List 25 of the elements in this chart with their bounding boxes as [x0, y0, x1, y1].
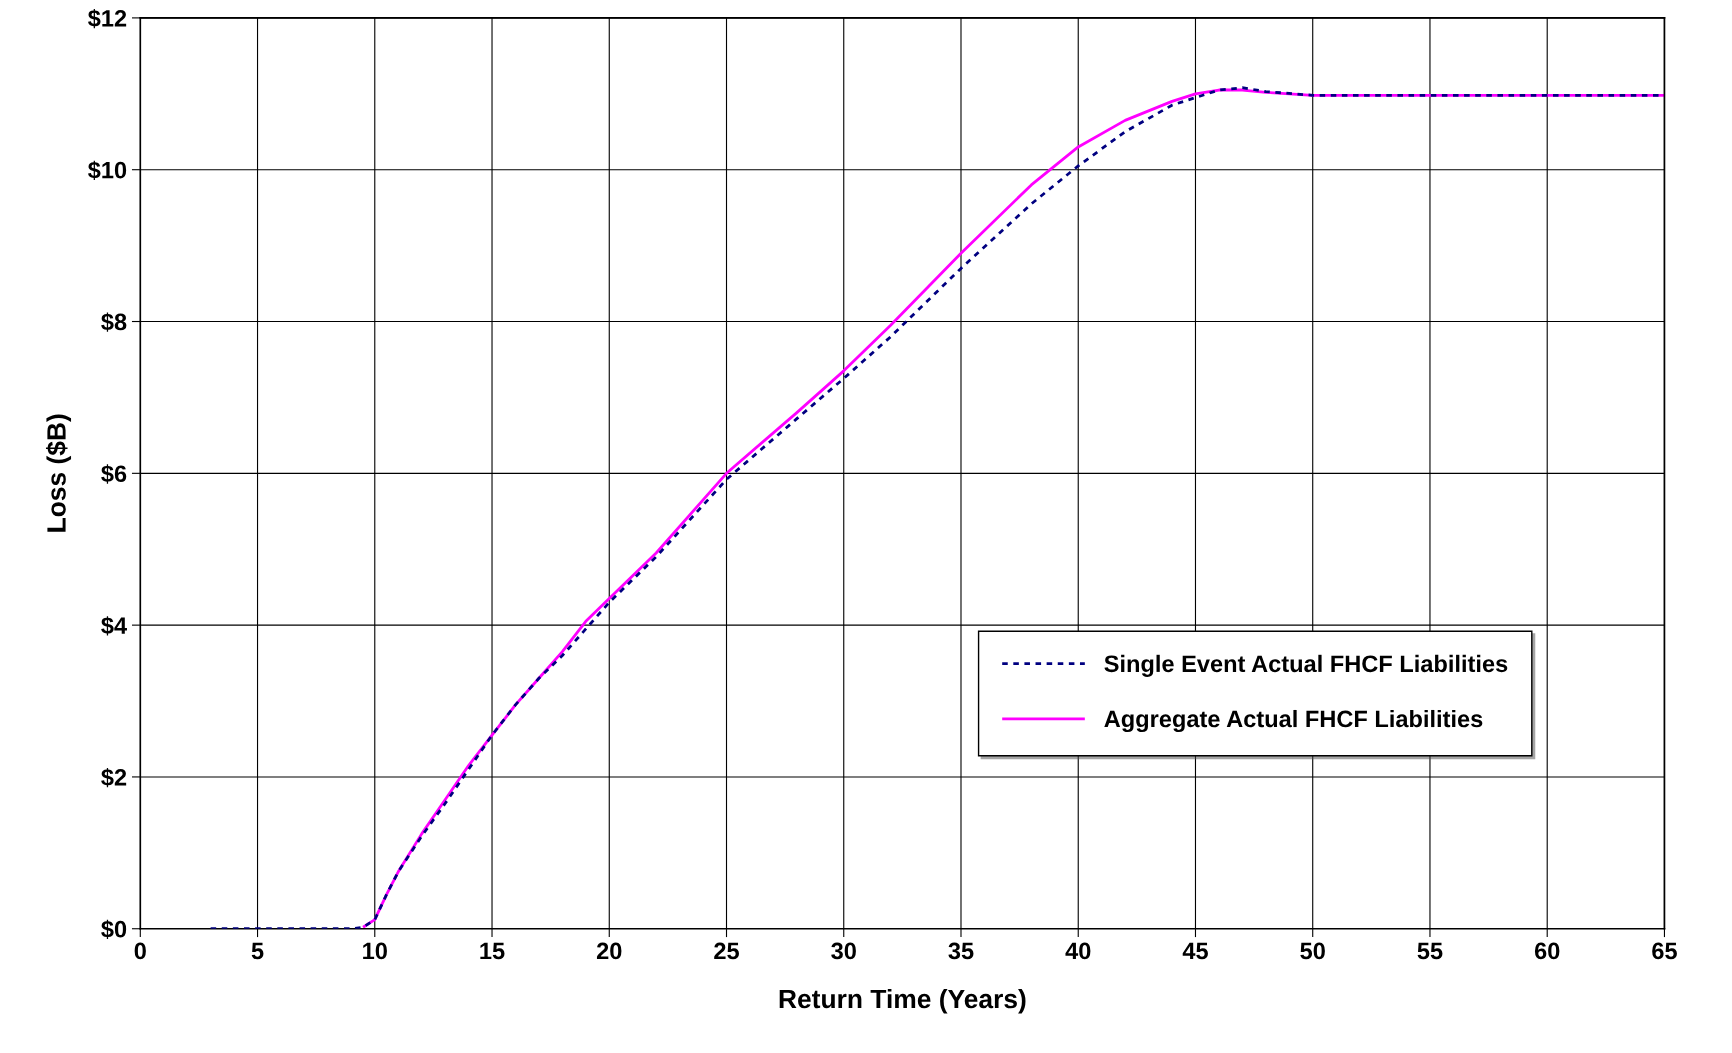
x-tick-label: 0: [134, 942, 146, 960]
x-tick-label: 20: [596, 942, 622, 960]
y-tick-label: $6: [101, 464, 127, 484]
x-tick-label: 35: [948, 942, 974, 960]
x-tick-label: 10: [363, 942, 387, 960]
x-tick-label: 55: [1417, 942, 1443, 960]
x-tick-label: 65: [1652, 942, 1677, 960]
y-tick-label: $8: [101, 312, 127, 332]
x-tick-label: 50: [1300, 942, 1325, 960]
x-tick-label: 15: [480, 942, 505, 960]
legend-label: Single Event Actual FHCF Liabilities: [1104, 654, 1508, 677]
x-tick-label: 30: [831, 942, 856, 960]
x-tick-label: 5: [251, 942, 264, 960]
x-tick-label: 40: [1065, 942, 1091, 960]
x-axis-title: Return Time (Years): [779, 988, 1026, 1014]
y-tick-label: $4: [101, 616, 127, 636]
y-tick-label: $2: [101, 767, 127, 788]
legend-label: Aggregate Actual FHCF Liabilities: [1104, 709, 1483, 733]
x-tick-label: 60: [1534, 942, 1560, 960]
y-tick-label: $12: [88, 8, 127, 29]
y-tick-label: $0: [101, 919, 127, 940]
y-axis-title: Loss ($B): [45, 414, 72, 532]
x-tick-label: 25: [714, 942, 739, 960]
y-tick-label: $10: [88, 160, 127, 181]
x-tick-label: 45: [1182, 942, 1208, 960]
